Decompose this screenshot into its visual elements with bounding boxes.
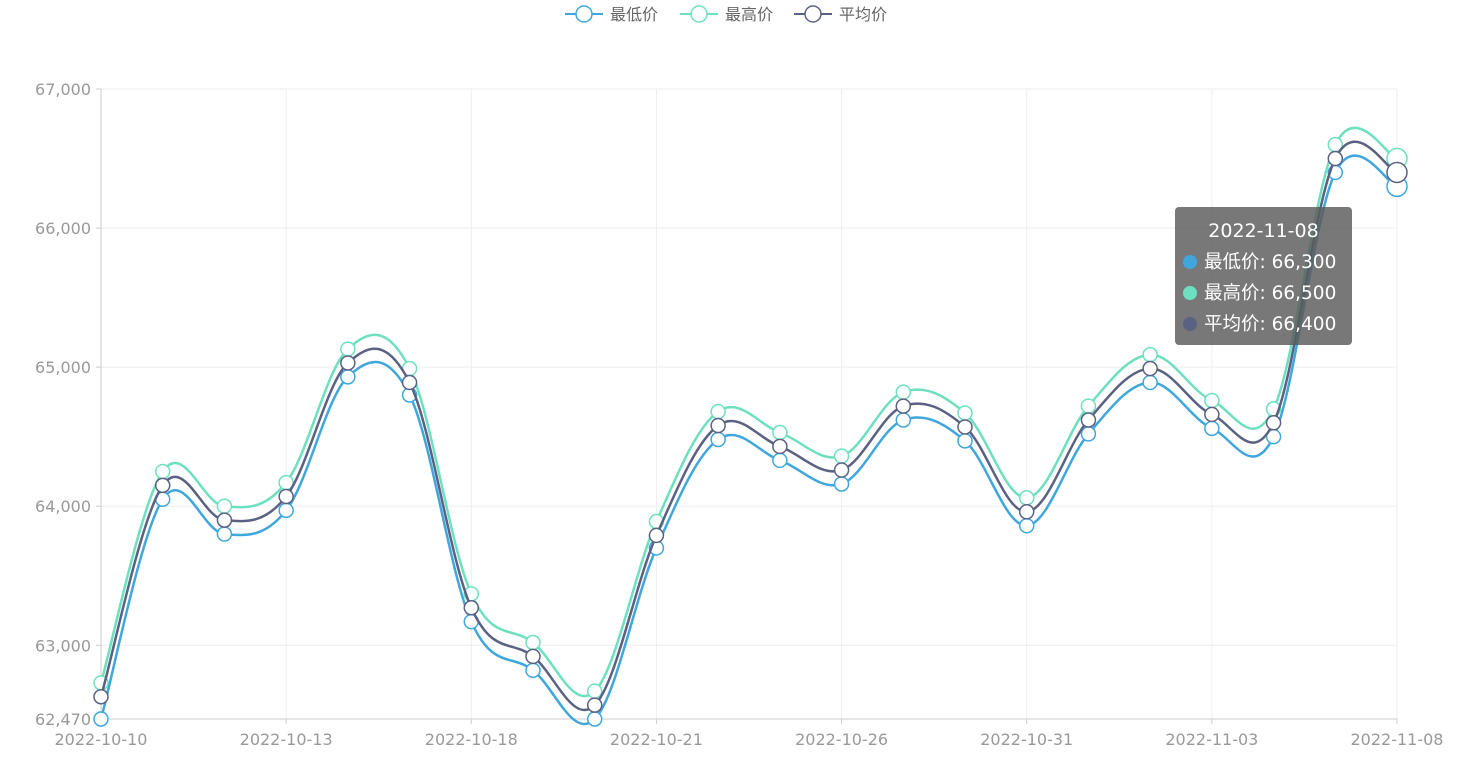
grid: [101, 88, 1398, 719]
data-point-low[interactable]: [1142, 374, 1158, 391]
data-point-low[interactable]: [525, 662, 541, 679]
data-point-avg[interactable]: [1142, 360, 1158, 377]
tooltip-dot-avg: [1183, 317, 1197, 331]
tooltip-text-low: 最低价: 66,300: [1204, 252, 1337, 273]
data-point-avg[interactable]: [93, 688, 109, 705]
data-point-low[interactable]: [340, 369, 356, 385]
legend: 最低价 最高价 平均价: [565, 5, 887, 24]
data-point-high[interactable]: [1080, 398, 1097, 414]
x-tick-label: 2022-11-03: [1165, 730, 1258, 749]
data-point-high[interactable]: [216, 498, 233, 514]
data-point-high[interactable]: [1142, 346, 1158, 363]
data-point-low[interactable]: [1080, 426, 1097, 442]
data-point-low[interactable]: [772, 452, 788, 469]
data-point-high[interactable]: [772, 424, 788, 441]
y-tick-label: 66,000: [35, 219, 91, 238]
legend-label-avg: 平均价: [839, 5, 887, 24]
tick-labels: 62,470 63,000 64,000 65,000 66,000 67,000 2022…: [35, 80, 1443, 749]
data-point-avg[interactable]: [1327, 150, 1344, 167]
data-point-high[interactable]: [710, 403, 726, 420]
data-point-avg[interactable]: [1386, 161, 1408, 184]
data-point-avg[interactable]: [340, 355, 356, 371]
data-point-low[interactable]: [710, 431, 726, 448]
data-point-avg[interactable]: [957, 419, 973, 435]
x-tick-label: 2022-10-31: [980, 730, 1073, 749]
data-point-avg[interactable]: [586, 697, 603, 713]
data-point-low[interactable]: [1018, 517, 1035, 534]
legend-item-avg[interactable]: 平均价: [794, 5, 887, 24]
y-tick-label: 64,000: [35, 497, 91, 516]
legend-marker-high: [690, 5, 708, 23]
legend-marker-low: [575, 5, 593, 23]
x-tick-label: 2022-10-26: [795, 730, 888, 749]
tooltip-dot-high: [1183, 286, 1197, 300]
tooltip-row-high: 最高价: 66,500: [1183, 278, 1344, 309]
x-tick-label: 2022-10-18: [425, 730, 518, 749]
tooltip-title: 2022-11-08: [1208, 220, 1319, 242]
series-layer: [93, 126, 1408, 727]
x-tick-label: 2022-10-21: [610, 730, 703, 749]
data-point-low[interactable]: [278, 502, 294, 519]
data-point-low[interactable]: [216, 526, 233, 542]
y-tick-label: 63,000: [35, 636, 91, 655]
legend-marker-avg: [804, 5, 822, 23]
data-point-avg[interactable]: [833, 462, 850, 478]
data-point-avg[interactable]: [772, 438, 788, 455]
data-point-high[interactable]: [154, 463, 171, 480]
data-point-avg[interactable]: [154, 477, 171, 494]
data-point-low[interactable]: [957, 433, 973, 449]
x-tick-label: 2022-10-13: [240, 730, 333, 749]
data-point-avg[interactable]: [710, 417, 726, 434]
legend-item-high[interactable]: 最高价: [680, 5, 773, 24]
tooltip-dot-low: [1183, 255, 1197, 269]
y-tick-label: 62,470: [35, 710, 91, 729]
legend-label-low: 最低价: [610, 5, 658, 24]
legend-item-low[interactable]: 最低价: [565, 5, 658, 24]
tooltip-text-high: 最高价: 66,500: [1204, 283, 1337, 304]
data-point-avg[interactable]: [401, 374, 418, 391]
y-tick-label: 67,000: [35, 80, 91, 99]
series-low: [93, 154, 1408, 727]
data-point-avg[interactable]: [463, 599, 480, 616]
data-point-low[interactable]: [895, 412, 912, 428]
data-point-high[interactable]: [525, 634, 541, 651]
x-tick-label: 2022-11-08: [1351, 730, 1444, 749]
legend-label-high: 最高价: [725, 5, 773, 24]
data-point-low[interactable]: [586, 711, 603, 727]
data-point-avg[interactable]: [216, 512, 233, 528]
data-point-high[interactable]: [895, 384, 912, 400]
data-point-avg[interactable]: [525, 648, 541, 665]
data-point-high[interactable]: [957, 405, 973, 421]
series-avg: [93, 140, 1408, 713]
data-point-avg[interactable]: [895, 398, 912, 414]
data-point-high[interactable]: [833, 448, 850, 464]
tooltip: 2022-11-08 最低价: 66,300 最高价: 66,500 平均价: …: [1175, 207, 1352, 345]
data-point-avg[interactable]: [1018, 504, 1035, 520]
data-point-high[interactable]: [340, 341, 356, 357]
data-point-high[interactable]: [1204, 392, 1220, 409]
data-point-high[interactable]: [1018, 490, 1035, 506]
data-point-low[interactable]: [93, 711, 109, 727]
data-point-avg[interactable]: [648, 527, 665, 544]
tooltip-text-avg: 平均价: 66,400: [1204, 314, 1337, 335]
data-point-avg[interactable]: [278, 488, 294, 505]
x-tick-label: 2022-10-10: [55, 730, 148, 749]
y-tick-label: 65,000: [35, 358, 91, 377]
data-point-avg[interactable]: [1204, 406, 1220, 423]
data-point-high[interactable]: [586, 683, 603, 699]
data-point-avg[interactable]: [1265, 415, 1282, 431]
tooltip-row-low: 最低价: 66,300: [1183, 247, 1344, 278]
data-point-low[interactable]: [833, 476, 850, 492]
tooltip-row-avg: 平均价: 66,400: [1183, 309, 1344, 340]
data-point-low[interactable]: [1204, 420, 1220, 437]
data-point-avg[interactable]: [1080, 412, 1097, 428]
